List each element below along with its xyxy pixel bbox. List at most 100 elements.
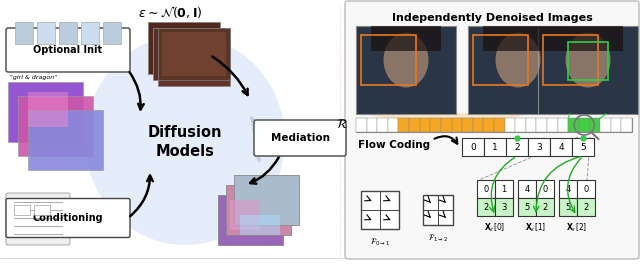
FancyBboxPatch shape (559, 198, 577, 216)
FancyBboxPatch shape (589, 118, 600, 132)
Text: Diffusion
Models: Diffusion Models (148, 125, 222, 159)
FancyBboxPatch shape (441, 118, 452, 132)
Polygon shape (361, 114, 528, 118)
FancyBboxPatch shape (577, 180, 595, 198)
FancyBboxPatch shape (462, 138, 484, 156)
FancyBboxPatch shape (34, 205, 50, 215)
FancyBboxPatch shape (557, 118, 568, 132)
Text: Conditioning: Conditioning (33, 213, 103, 223)
Text: 0: 0 (470, 143, 476, 152)
FancyBboxPatch shape (553, 26, 623, 51)
Text: 3: 3 (501, 202, 507, 211)
FancyBboxPatch shape (399, 118, 409, 132)
FancyBboxPatch shape (6, 199, 130, 238)
FancyBboxPatch shape (28, 92, 68, 127)
FancyBboxPatch shape (506, 138, 528, 156)
FancyBboxPatch shape (409, 118, 420, 132)
FancyBboxPatch shape (504, 118, 515, 132)
FancyBboxPatch shape (515, 118, 526, 132)
FancyBboxPatch shape (356, 26, 456, 114)
FancyBboxPatch shape (526, 118, 536, 132)
Text: 0: 0 (542, 185, 548, 194)
FancyBboxPatch shape (153, 28, 225, 80)
FancyBboxPatch shape (8, 82, 83, 142)
FancyBboxPatch shape (518, 180, 536, 198)
Text: 4: 4 (558, 143, 564, 152)
FancyBboxPatch shape (18, 96, 93, 156)
FancyBboxPatch shape (254, 120, 346, 156)
FancyBboxPatch shape (495, 180, 513, 198)
FancyBboxPatch shape (473, 118, 483, 132)
FancyBboxPatch shape (452, 118, 462, 132)
FancyBboxPatch shape (462, 118, 473, 132)
FancyBboxPatch shape (148, 22, 220, 74)
Ellipse shape (495, 32, 541, 87)
FancyBboxPatch shape (371, 26, 441, 51)
FancyBboxPatch shape (579, 118, 589, 132)
FancyBboxPatch shape (345, 1, 639, 259)
FancyBboxPatch shape (559, 180, 577, 198)
FancyBboxPatch shape (568, 118, 579, 132)
FancyBboxPatch shape (14, 205, 30, 215)
Text: for each
denoising step: for each denoising step (248, 114, 268, 162)
FancyBboxPatch shape (547, 118, 557, 132)
FancyBboxPatch shape (230, 200, 260, 230)
Text: 2: 2 (542, 202, 548, 211)
Text: 2: 2 (514, 143, 520, 152)
FancyBboxPatch shape (484, 138, 506, 156)
Text: $\mathcal{F}_{1\rightarrow2}$: $\mathcal{F}_{1\rightarrow2}$ (428, 233, 448, 244)
FancyBboxPatch shape (158, 34, 230, 86)
FancyBboxPatch shape (377, 118, 388, 132)
FancyBboxPatch shape (420, 118, 430, 132)
FancyBboxPatch shape (477, 198, 495, 216)
FancyBboxPatch shape (468, 26, 568, 114)
FancyBboxPatch shape (536, 180, 554, 198)
Text: 2: 2 (483, 202, 488, 211)
FancyBboxPatch shape (494, 118, 504, 132)
Text: Independently Denoised Images: Independently Denoised Images (392, 13, 593, 23)
FancyBboxPatch shape (226, 185, 291, 235)
Text: $\epsilon \sim \mathcal{N}(\mathbf{0}, \mathbf{I})$: $\epsilon \sim \mathcal{N}(\mathbf{0}, \… (138, 4, 202, 20)
FancyBboxPatch shape (518, 198, 536, 216)
FancyBboxPatch shape (536, 198, 554, 216)
Text: 4: 4 (565, 185, 571, 194)
Text: 5: 5 (580, 143, 586, 152)
Text: 1: 1 (492, 143, 498, 152)
Text: $\mathbf{X}_{\varepsilon}[1]$: $\mathbf{X}_{\varepsilon}[1]$ (525, 222, 547, 234)
FancyBboxPatch shape (59, 22, 77, 44)
FancyBboxPatch shape (388, 118, 399, 132)
FancyBboxPatch shape (538, 26, 638, 114)
FancyBboxPatch shape (356, 118, 632, 132)
FancyBboxPatch shape (536, 118, 547, 132)
FancyBboxPatch shape (611, 118, 621, 132)
FancyBboxPatch shape (15, 22, 33, 44)
FancyBboxPatch shape (162, 32, 226, 76)
FancyBboxPatch shape (356, 118, 367, 132)
Text: 4: 4 (524, 185, 530, 194)
FancyBboxPatch shape (37, 22, 55, 44)
Text: $\mathbf{X}_{\varepsilon}[2]$: $\mathbf{X}_{\varepsilon}[2]$ (566, 222, 588, 234)
Text: 5: 5 (524, 202, 530, 211)
FancyBboxPatch shape (6, 193, 70, 245)
Text: $\mathcal{F}_{0\rightarrow1}$: $\mathcal{F}_{0\rightarrow1}$ (370, 237, 390, 248)
FancyBboxPatch shape (430, 118, 441, 132)
FancyBboxPatch shape (550, 138, 572, 156)
FancyBboxPatch shape (158, 28, 230, 80)
FancyBboxPatch shape (495, 198, 513, 216)
FancyBboxPatch shape (600, 118, 611, 132)
FancyBboxPatch shape (367, 118, 377, 132)
FancyBboxPatch shape (81, 22, 99, 44)
FancyBboxPatch shape (483, 26, 553, 51)
FancyBboxPatch shape (621, 118, 632, 132)
FancyBboxPatch shape (240, 215, 280, 235)
Ellipse shape (85, 35, 285, 245)
Text: $\mathbf{X}_{\varepsilon}[0]$: $\mathbf{X}_{\varepsilon}[0]$ (484, 222, 506, 234)
FancyBboxPatch shape (6, 28, 130, 72)
Text: 0: 0 (483, 185, 488, 194)
Text: Flow Coding: Flow Coding (358, 140, 430, 150)
Ellipse shape (383, 32, 429, 87)
FancyBboxPatch shape (103, 22, 121, 44)
FancyBboxPatch shape (361, 191, 399, 229)
Text: 2: 2 (584, 202, 589, 211)
Text: Optional Init: Optional Init (33, 45, 102, 55)
